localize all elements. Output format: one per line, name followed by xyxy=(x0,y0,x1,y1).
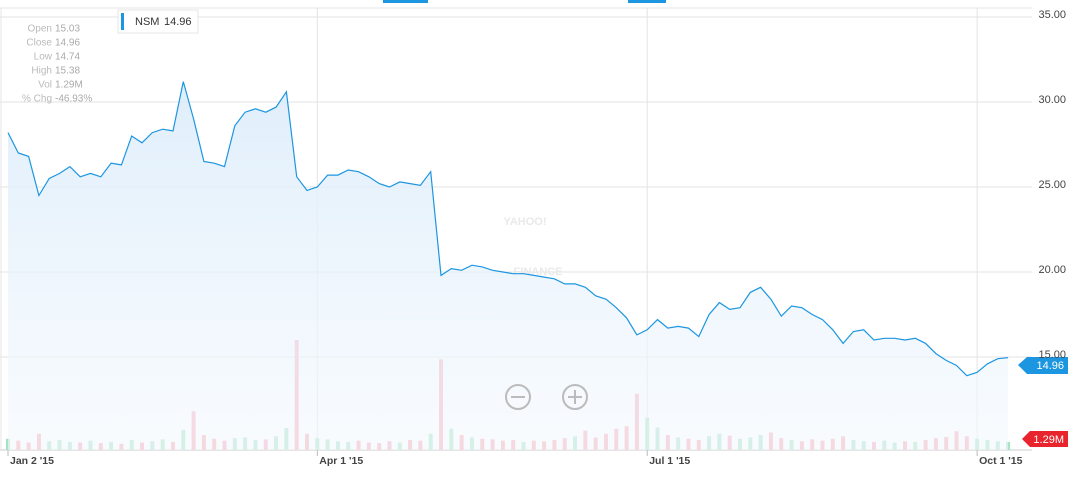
info-label: Close xyxy=(26,38,52,49)
price-area xyxy=(8,81,1009,450)
info-label: Vol xyxy=(38,80,52,91)
watermark: YAHOO! xyxy=(504,216,547,228)
tab-indicator[interactable] xyxy=(383,0,428,3)
zoom-controls xyxy=(505,384,588,410)
legend-box xyxy=(117,9,199,34)
info-value: -46.93% xyxy=(55,94,92,105)
y-tick-label: 35.00 xyxy=(1038,9,1066,21)
y-tick-label: 30.00 xyxy=(1038,94,1066,106)
info-value: 15.38 xyxy=(55,66,80,77)
legend: NSM 14.96 xyxy=(117,9,199,34)
zoom-in[interactable] xyxy=(562,384,588,410)
info-label: Low xyxy=(34,52,53,63)
zoom-out[interactable] xyxy=(505,384,531,410)
volume-flag: 1.29M xyxy=(1022,431,1068,447)
tab-indicator[interactable] xyxy=(628,0,666,3)
info-value: 14.96 xyxy=(55,38,80,49)
plot xyxy=(6,81,1011,450)
x-tick-label: Apr 1 '15 xyxy=(319,455,363,467)
info-label: % Chg xyxy=(22,94,52,105)
legend-swatch xyxy=(121,13,124,30)
volume-flag-label: 1.29M xyxy=(1033,434,1064,446)
x-tick-label: Jul 1 '15 xyxy=(649,455,690,467)
info-value: 15.03 xyxy=(55,24,80,35)
legend-label: NSM xyxy=(135,16,159,28)
legend-value: 14.96 xyxy=(164,16,192,28)
info-value: 1.29M xyxy=(55,80,83,91)
x-tick-label: Oct 1 '15 xyxy=(979,455,1023,467)
y-tick-label: 25.00 xyxy=(1038,179,1066,191)
y-tick-label: 15.00 xyxy=(1038,349,1066,361)
y-tick-label: 20.00 xyxy=(1038,264,1066,276)
price-flag: 14.96 xyxy=(1018,357,1068,374)
x-tick-label: Jan 2 '15 xyxy=(10,455,54,467)
info-label: High xyxy=(31,66,52,77)
price-line xyxy=(7,81,1009,377)
info-value: 14.74 xyxy=(55,52,80,63)
info-label: Open xyxy=(28,24,52,35)
price-flag-label: 14.96 xyxy=(1036,360,1064,372)
